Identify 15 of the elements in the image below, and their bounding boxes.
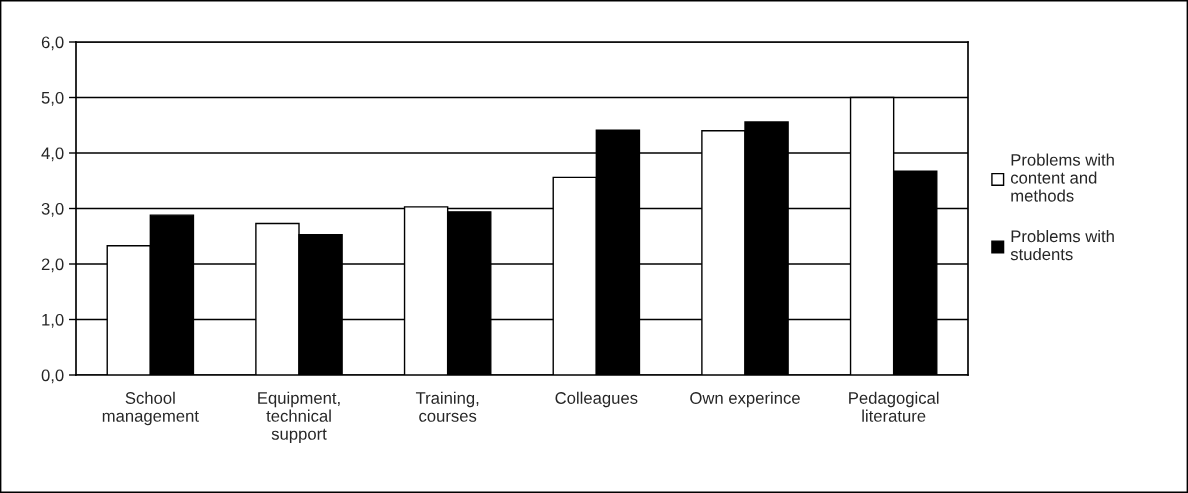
legend-label: Problems with students <box>1010 229 1114 261</box>
x-tick-label: Own experince <box>690 391 800 408</box>
x-tick-label: Pedagogical literature <box>849 391 939 422</box>
x-tick-label: Training, courses <box>415 391 479 422</box>
x-tick-label: Colleagues <box>555 391 638 408</box>
y-tick-label: 6,0 <box>41 36 64 51</box>
y-tick-label: 2,0 <box>41 258 64 273</box>
x-tick-label: Equipment, technical support <box>258 391 340 444</box>
y-tick-label: 1,0 <box>42 313 64 328</box>
x-tick-label: School management <box>102 391 199 426</box>
y-tick-label: 3,0 <box>41 202 64 217</box>
y-tick-label: 4,0 <box>41 147 64 162</box>
legend-label: Problems with content and methods <box>1010 153 1114 202</box>
y-tick-label: 0,0 <box>41 369 64 384</box>
y-tick-label: 5,0 <box>41 91 64 106</box>
